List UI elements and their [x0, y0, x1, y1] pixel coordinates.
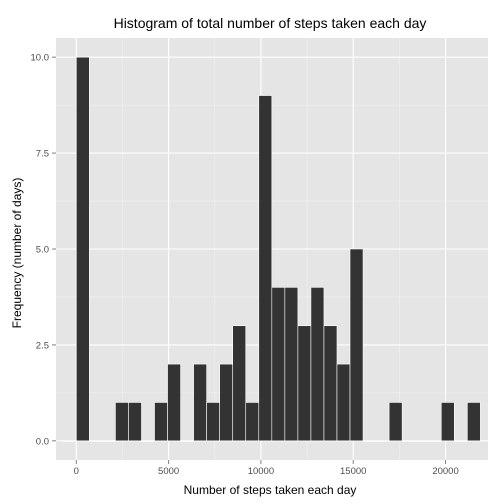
x-tick-label: 20000: [432, 466, 458, 477]
histogram-bar: [284, 287, 299, 442]
histogram-bar: [336, 363, 351, 442]
histogram-bar: [115, 402, 129, 442]
histogram-bar: [323, 325, 338, 442]
histogram-bar: [89, 440, 103, 442]
histogram-bar: [193, 363, 207, 442]
histogram-bar: [467, 402, 481, 442]
x-tick-label: 0: [74, 466, 79, 477]
y-tick-label: 10.0: [31, 53, 50, 64]
x-tick-label: 15000: [340, 466, 366, 477]
histogram-bar: [453, 440, 468, 442]
y-axis: 0.0 2.5 5.0 7.5 10.0: [31, 53, 56, 447]
x-axis-title: Number of steps taken each day: [184, 483, 357, 497]
histogram-bar: [206, 402, 220, 442]
histogram-bar: [258, 95, 273, 442]
histogram-bar: [401, 440, 416, 442]
x-tick-label: 5000: [158, 466, 179, 477]
histogram-bar: [219, 363, 234, 442]
y-tick-label: 2.5: [36, 340, 49, 351]
y-tick-label: 7.5: [36, 149, 49, 160]
histogram-bar: [128, 402, 142, 442]
histogram-bar: [414, 440, 429, 442]
histogram-bar: [362, 440, 377, 442]
histogram-bar: [102, 440, 116, 442]
x-axis: 0 5000 10000 15000 20000: [74, 460, 459, 477]
histogram-bar: [375, 440, 390, 442]
histogram-bar: [440, 402, 455, 442]
histogram-bar: [427, 440, 442, 442]
histogram-bar: [245, 402, 260, 442]
histogram-bar: [232, 325, 247, 442]
histogram-bar: [62, 440, 77, 442]
histogram-bar: [76, 56, 90, 442]
histogram-bar: [388, 402, 403, 442]
histogram-bar: [141, 440, 155, 442]
histogram-bar: [180, 440, 194, 442]
chart-title: Histogram of total number of steps taken…: [114, 15, 427, 31]
histogram-bar: [349, 248, 364, 442]
y-tick-label: 5.0: [36, 245, 49, 256]
histogram-bar: [167, 363, 181, 442]
histogram-bar: [297, 325, 312, 442]
x-tick-label: 10000: [248, 466, 274, 477]
histogram-bar: [271, 287, 286, 442]
y-axis-title: Frequency (number of days): [10, 178, 24, 329]
histogram-bar: [154, 402, 168, 442]
histogram-bars: [62, 56, 481, 442]
histogram-bar: [310, 287, 325, 442]
y-tick-label: 0.0: [36, 436, 49, 447]
